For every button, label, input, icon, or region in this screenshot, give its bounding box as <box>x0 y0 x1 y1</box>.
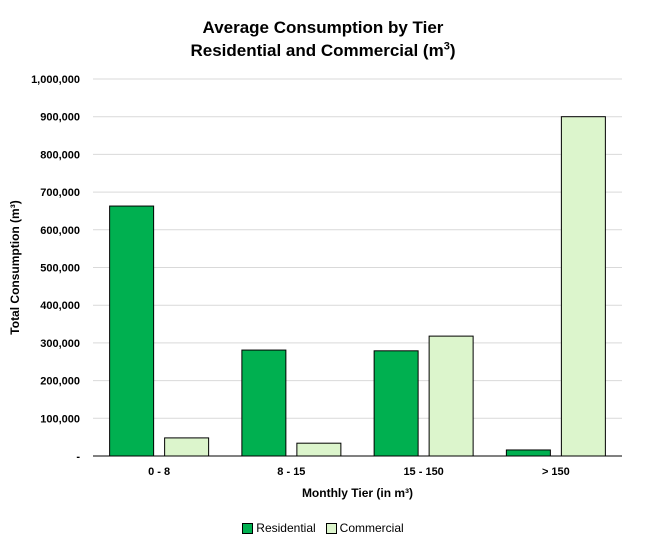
x-axis-label: Monthly Tier (in m³) <box>302 486 413 500</box>
chart-title-line2: Residential and Commercial (m3) <box>0 40 646 62</box>
y-tick-label: 500,000 <box>40 263 80 275</box>
chart-title-line2-text: Residential and Commercial (m <box>190 41 444 60</box>
x-tick-label: > 150 <box>542 466 570 478</box>
y-axis-ticks: - 100,000 200,000 300,000 400,000 500,000 600,… <box>31 74 80 463</box>
bar-residential-0 <box>109 205 155 457</box>
y-tick-label: 200,000 <box>40 376 80 388</box>
y-tick-label: 700,000 <box>40 187 80 199</box>
bar-commercial-3 <box>560 116 606 457</box>
y-tick-label: 300,000 <box>40 338 80 350</box>
legend-label-commercial: Commercial <box>339 521 404 535</box>
bar-residential-2 <box>373 350 419 457</box>
x-tick-label: 0 - 8 <box>148 466 170 478</box>
y-axis-label: Total Consumption (m³) <box>8 200 22 334</box>
legend-item-commercial: Commercial <box>325 521 404 535</box>
legend: Residential Commercial <box>0 521 646 535</box>
chart-title-superscript: 3 <box>443 40 450 53</box>
gridlines <box>93 78 622 419</box>
x-tick-label: 8 - 15 <box>277 466 305 478</box>
legend-item-residential: Residential <box>242 521 316 535</box>
y-tick-label: 400,000 <box>40 300 80 312</box>
bar-commercial-2 <box>428 335 474 457</box>
y-tick-label: 1,000,000 <box>31 74 80 86</box>
y-tick-label: 900,000 <box>40 112 80 124</box>
y-tick-label: 600,000 <box>40 225 80 237</box>
bar-commercial-1 <box>296 442 342 457</box>
bars <box>109 116 606 457</box>
chart-title-close: ) <box>449 41 456 60</box>
y-tick-label: 800,000 <box>40 149 80 161</box>
y-tick-label: - <box>76 451 80 463</box>
y-tick-label: 100,000 <box>40 413 80 425</box>
chart-title-line1: Average Consumption by Tier <box>202 18 444 37</box>
legend-label-residential: Residential <box>256 521 316 535</box>
bar-residential-3 <box>505 449 551 457</box>
x-tick-label: 15 - 150 <box>403 466 443 478</box>
bar-residential-1 <box>241 349 287 457</box>
legend-swatch-commercial <box>325 522 337 534</box>
legend-swatch-residential <box>242 522 254 534</box>
x-axis-ticks: 0 - 8 8 - 15 15 - 150 > 150 <box>148 466 570 478</box>
bar-commercial-0 <box>164 437 210 457</box>
